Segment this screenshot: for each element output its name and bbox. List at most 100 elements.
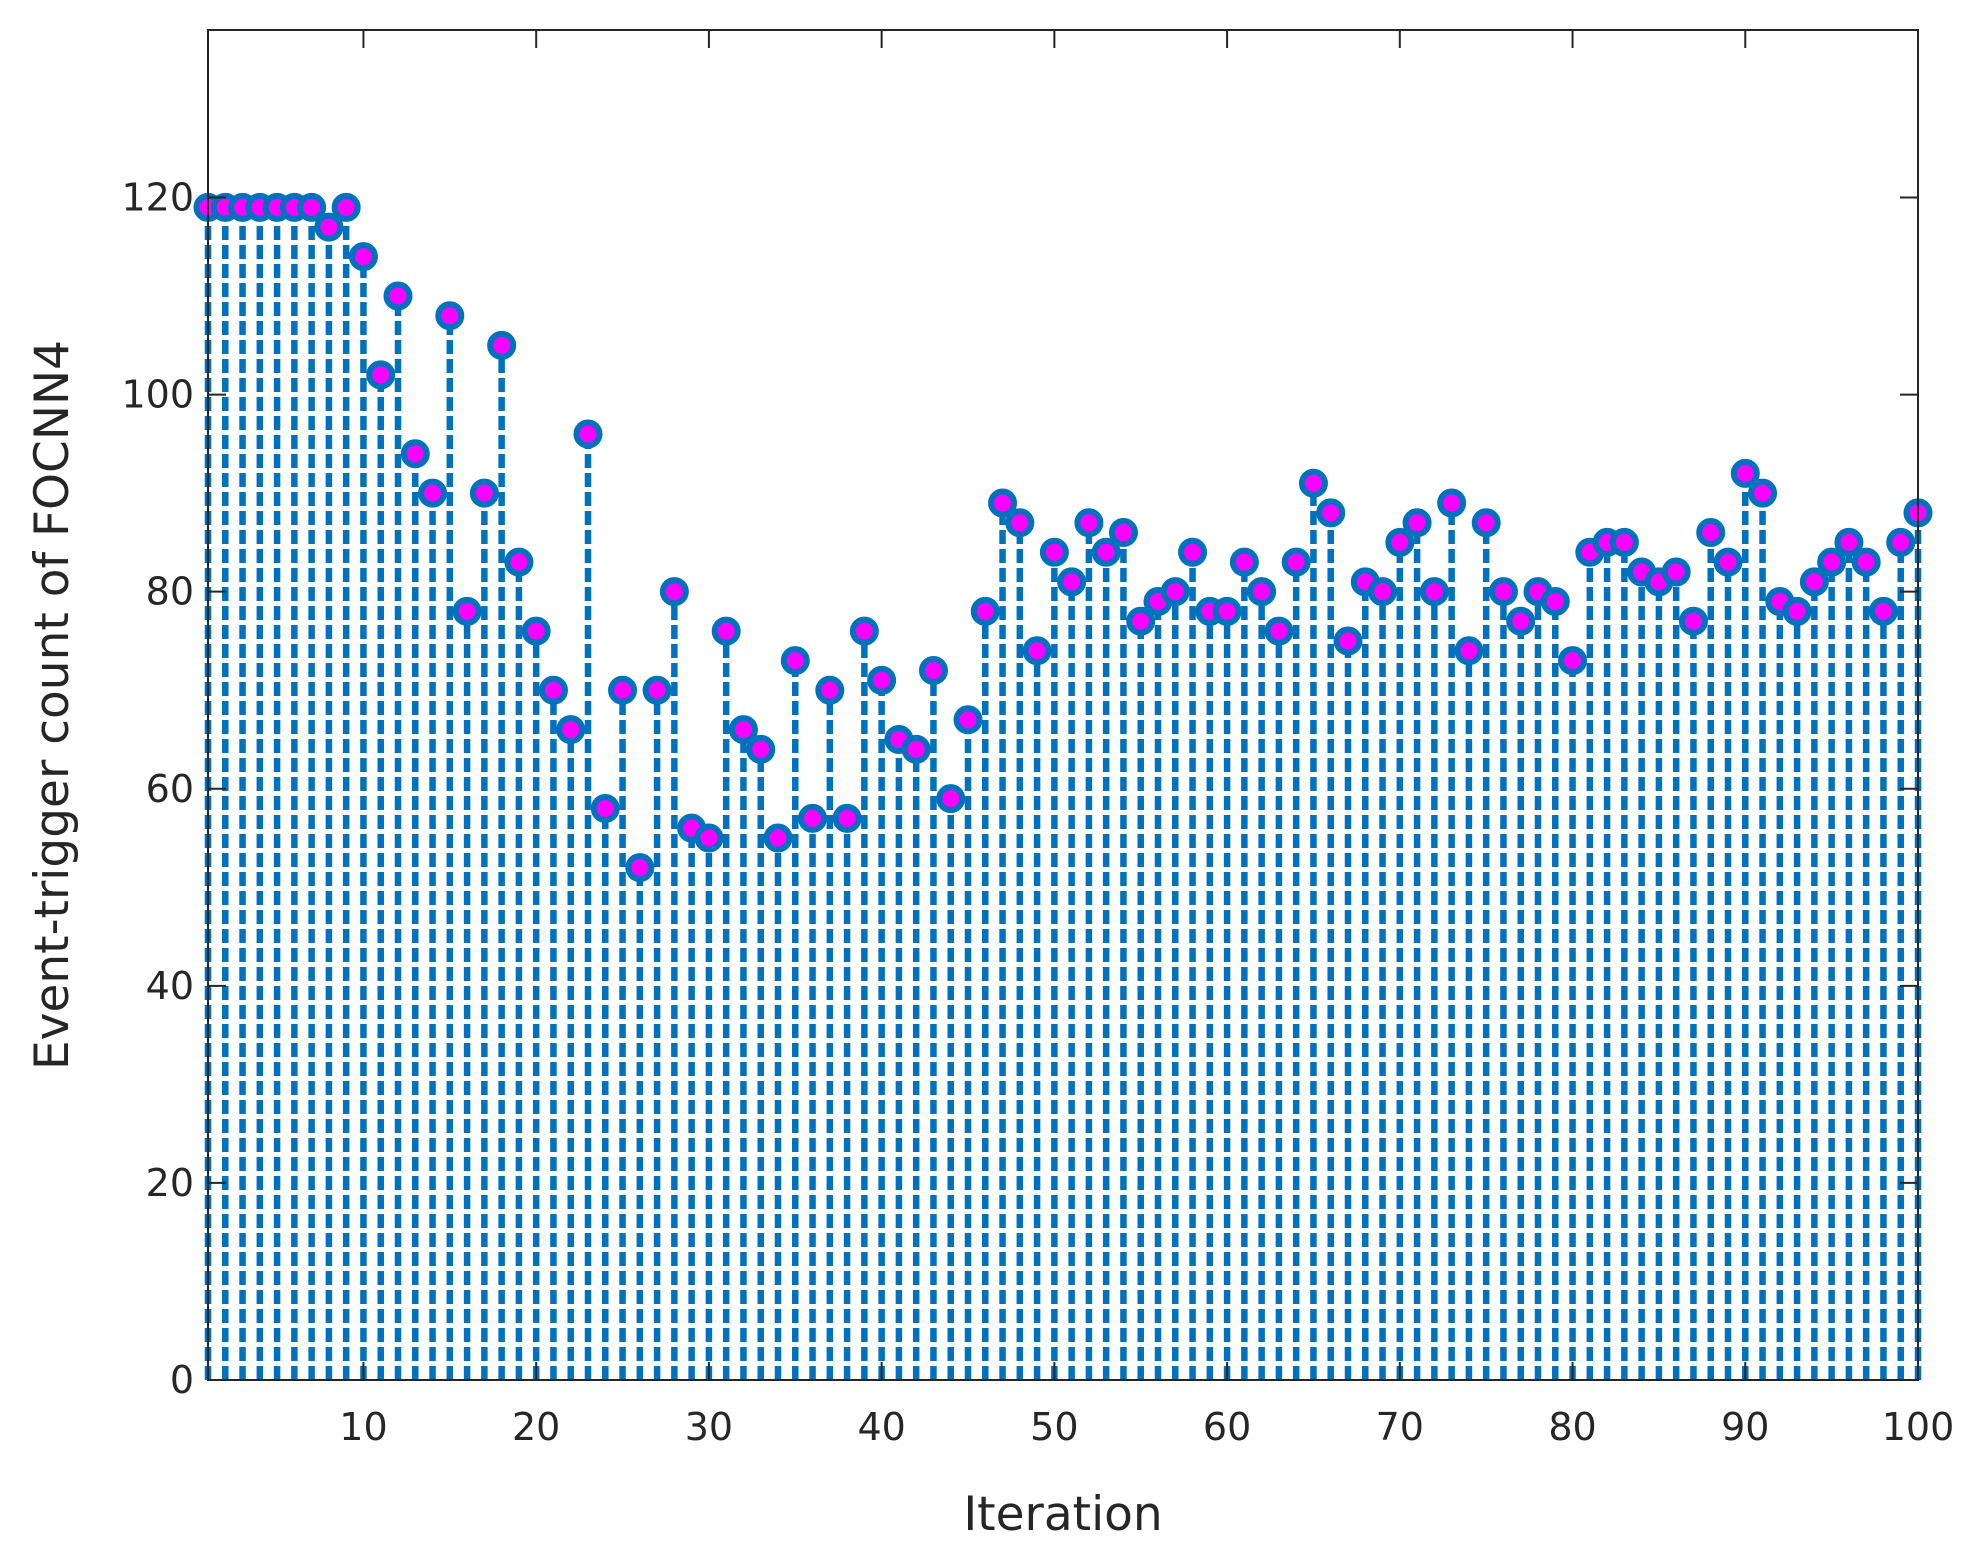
x-tick-label: 100 xyxy=(1882,1405,1955,1449)
y-tick-label: 120 xyxy=(121,176,194,220)
stem-marker xyxy=(590,793,620,823)
stem-marker xyxy=(1178,537,1208,567)
stem-marker xyxy=(625,853,655,883)
stem-marker xyxy=(1160,577,1190,607)
stem-marker xyxy=(780,646,810,676)
stem-marker xyxy=(452,596,482,626)
stem-marker xyxy=(970,596,1000,626)
stem-marker xyxy=(314,212,344,242)
x-tick-label: 50 xyxy=(1030,1405,1078,1449)
stem-marker xyxy=(1817,547,1847,577)
stem-marker xyxy=(1488,577,1518,607)
stem-marker xyxy=(1126,606,1156,636)
stem-marker xyxy=(659,577,689,607)
x-tick-label: 90 xyxy=(1721,1405,1769,1449)
stem-marker xyxy=(1851,547,1881,577)
x-tick-label: 40 xyxy=(857,1405,905,1449)
x-tick-label: 20 xyxy=(512,1405,560,1449)
stem-marker xyxy=(711,616,741,646)
stem-marker xyxy=(1333,626,1363,656)
stem-marker xyxy=(1298,468,1328,498)
x-tick-label: 10 xyxy=(339,1405,387,1449)
stem-marker xyxy=(1868,596,1898,626)
stem-marker xyxy=(1782,596,1812,626)
stem-marker xyxy=(1108,518,1138,548)
stem-marker xyxy=(538,675,568,705)
stem-marker xyxy=(1316,498,1346,528)
x-tick-label: 80 xyxy=(1548,1405,1596,1449)
stem-marker xyxy=(901,734,931,764)
y-tick-label: 60 xyxy=(146,767,194,811)
stem-marker xyxy=(867,665,897,695)
stem-marker xyxy=(1057,567,1087,597)
stem-marker xyxy=(1540,587,1570,617)
stem-marker xyxy=(1696,518,1726,548)
stem-marker xyxy=(1229,547,1259,577)
stem-marker xyxy=(1368,577,1398,607)
stem-marker xyxy=(521,616,551,646)
stem-marker xyxy=(608,675,638,705)
stem-marker xyxy=(815,675,845,705)
stem-marker xyxy=(746,734,776,764)
stem-marker xyxy=(573,419,603,449)
stem-marker xyxy=(953,705,983,735)
stem-marker xyxy=(1678,606,1708,636)
y-tick-label: 40 xyxy=(146,964,194,1008)
x-tick-label: 30 xyxy=(685,1405,733,1449)
stem-marker xyxy=(694,823,724,853)
stem-marker xyxy=(331,192,361,222)
stem-marker xyxy=(348,242,378,272)
stem-marker xyxy=(1834,527,1864,557)
stem-marker xyxy=(1558,646,1588,676)
stem-marker xyxy=(798,803,828,833)
stem-marker xyxy=(1661,557,1691,587)
stem-marker xyxy=(469,478,499,508)
stem-marker xyxy=(1437,488,1467,518)
stem-marker xyxy=(1454,636,1484,666)
stem-marker xyxy=(1748,478,1778,508)
y-axis-label: Event-trigger count of FOCNN4 xyxy=(25,340,80,1070)
stem-marker xyxy=(1730,458,1760,488)
stem-marker xyxy=(1402,508,1432,538)
axes-box xyxy=(207,29,1919,1381)
stem-marker xyxy=(1264,616,1294,646)
stem-marker xyxy=(1713,547,1743,577)
stem-marker xyxy=(918,656,948,686)
stem-marker xyxy=(1039,537,1069,567)
x-tick-label: 60 xyxy=(1203,1405,1251,1449)
stem-marker xyxy=(556,715,586,745)
stem-marker xyxy=(1212,596,1242,626)
stem-marker xyxy=(1385,527,1415,557)
stem-marker xyxy=(1247,577,1277,607)
stem-marker xyxy=(366,360,396,390)
stem-marker xyxy=(988,488,1018,518)
stem-marker xyxy=(1074,508,1104,538)
stem-marker xyxy=(832,803,862,833)
stem-marker xyxy=(297,192,327,222)
y-tick-label: 0 xyxy=(170,1358,194,1402)
stem-marker xyxy=(1419,577,1449,607)
stem-marker xyxy=(936,784,966,814)
stem-marker xyxy=(1005,508,1035,538)
stem-marker xyxy=(728,715,758,745)
plot-area xyxy=(208,30,1918,1380)
stem-marker xyxy=(1281,547,1311,577)
stem-marker xyxy=(400,439,430,469)
stem-marker xyxy=(435,301,465,331)
y-tick-label: 20 xyxy=(146,1161,194,1205)
stem-marker xyxy=(1799,567,1829,597)
x-tick-label: 70 xyxy=(1376,1405,1424,1449)
stem-marker xyxy=(1022,636,1052,666)
x-axis-label: Iteration xyxy=(963,1487,1162,1542)
stem-marker xyxy=(418,478,448,508)
stem-marker xyxy=(504,547,534,577)
stem-marker xyxy=(1091,537,1121,567)
y-tick-label: 80 xyxy=(146,570,194,614)
stem-marker xyxy=(642,675,672,705)
y-tick-label: 100 xyxy=(121,373,194,417)
stem-marker xyxy=(383,281,413,311)
stem-marker xyxy=(1609,527,1639,557)
stem-marker xyxy=(1506,606,1536,636)
stem-marker xyxy=(763,823,793,853)
